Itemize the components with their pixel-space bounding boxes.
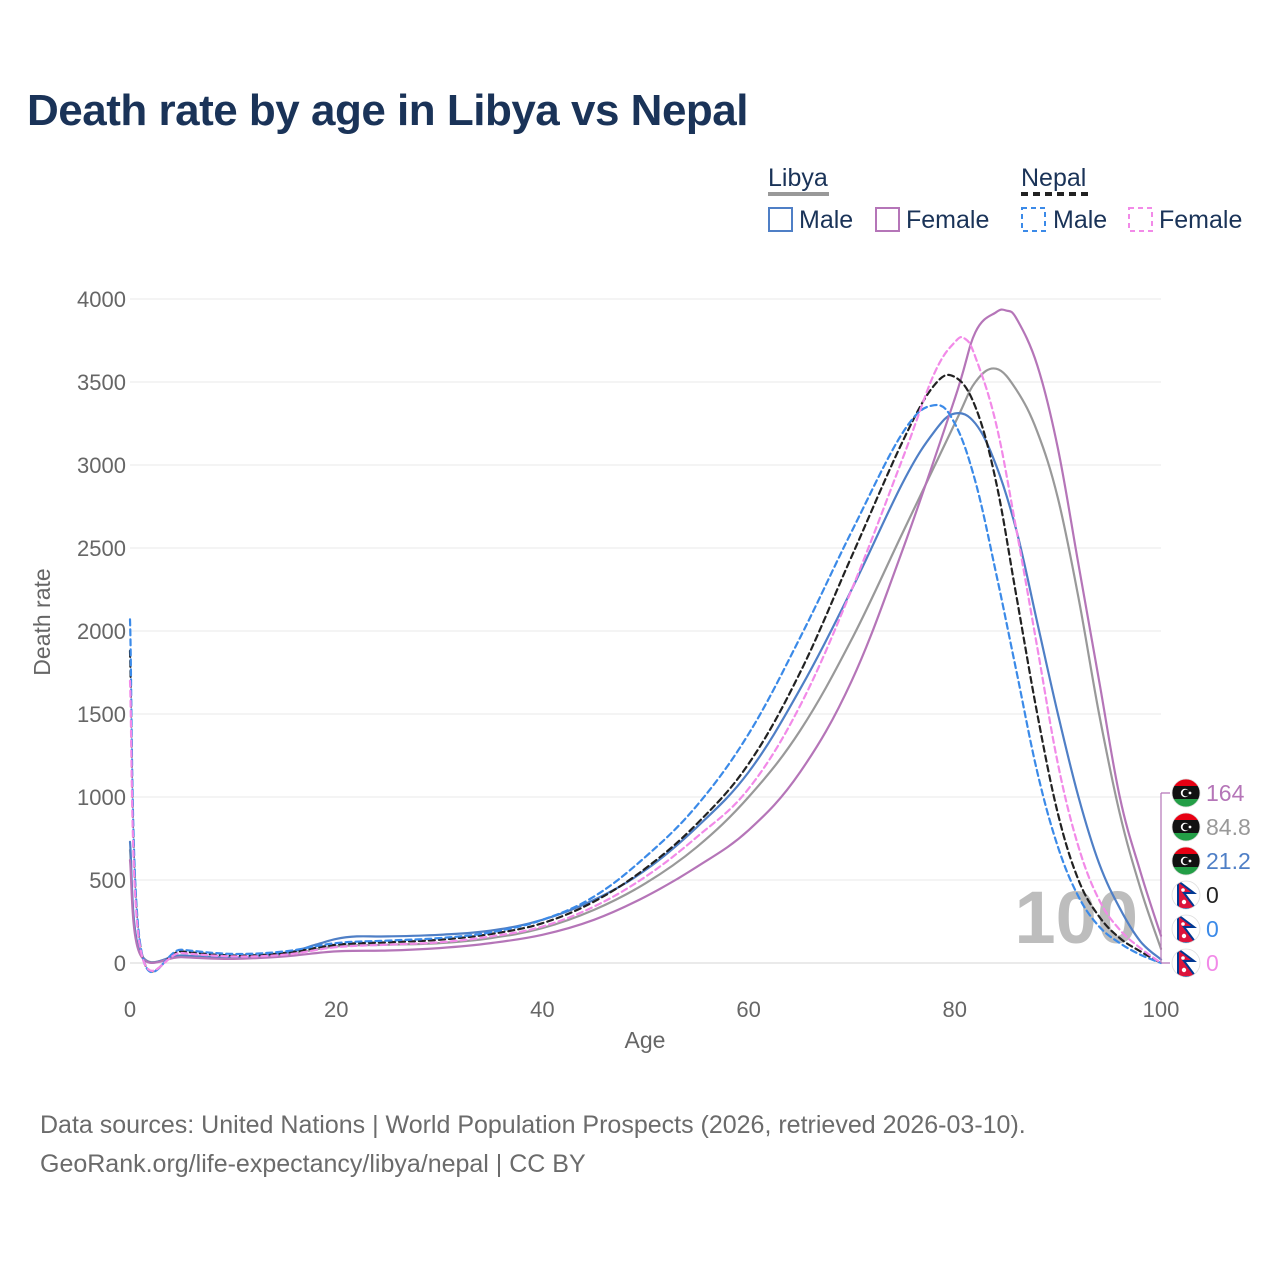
libya-flag-icon: [1171, 812, 1201, 842]
y-axis-title: Death rate: [29, 568, 55, 675]
legend-group-libya[interactable]: Libya Male Female: [768, 164, 989, 234]
legend-libya-female-label: Female: [906, 206, 989, 234]
data-sources: Data sources: United Nations | World Pop…: [40, 1106, 1026, 1184]
nepal-flag-icon: [1171, 880, 1201, 910]
legend-nepal-title: Nepal: [1021, 164, 1086, 192]
end-value-label: 164: [1206, 780, 1245, 806]
legend-nepal-male-label: Male: [1053, 206, 1107, 234]
nepal-flag-icon: [1171, 914, 1201, 944]
series-line-libya-female[interactable]: [128, 308, 1163, 965]
legend-nepal-female-swatch[interactable]: [1128, 207, 1153, 232]
series-line-nepal-total[interactable]: [128, 373, 1163, 973]
series-lines: [128, 308, 1163, 974]
y-tick-label: 500: [89, 868, 126, 893]
legend-nepal-female-label: Female: [1159, 206, 1242, 234]
libya-flag-icon: [1171, 846, 1201, 876]
series-line-libya-male[interactable]: [128, 412, 1163, 964]
end-value-label: 0: [1206, 950, 1219, 976]
x-tick-label: 100: [1143, 997, 1180, 1022]
x-tick-label: 60: [736, 997, 760, 1022]
y-tick-label: 3500: [77, 370, 126, 395]
legend-nepal-male-swatch[interactable]: [1021, 207, 1046, 232]
series-line-nepal-female[interactable]: [128, 335, 1163, 972]
x-tick-label: 0: [124, 997, 136, 1022]
libya-flag-icon: [1171, 778, 1201, 808]
end-value-label: 21.2: [1206, 848, 1251, 874]
x-axis-ticks: 0 20 40 60 80 100: [124, 997, 1179, 1022]
series-line-libya-total[interactable]: [128, 367, 1163, 964]
y-tick-label: 0: [114, 951, 126, 976]
y-tick-label: 1000: [77, 785, 126, 810]
legend-libya-female-swatch[interactable]: [875, 207, 900, 232]
y-tick-label: 3000: [77, 453, 126, 478]
chart-title: Death rate by age in Libya vs Nepal: [27, 86, 748, 135]
legend-libya-male-label: Male: [799, 206, 853, 234]
grid-lines: [130, 298, 1161, 964]
series-line-nepal-male[interactable]: [128, 403, 1163, 974]
end-label-connector: [1160, 792, 1170, 964]
end-value-label: 84.8: [1206, 814, 1251, 840]
year-watermark: 100: [1015, 876, 1138, 959]
sources-line-1: Data sources: United Nations | World Pop…: [40, 1111, 1026, 1139]
legend-group-nepal[interactable]: Nepal Male Female: [1021, 164, 1242, 234]
x-axis-title: Age: [625, 1027, 666, 1053]
y-tick-label: 1500: [77, 702, 126, 727]
sources-line-2[interactable]: GeoRank.org/life-expectancy/libya/nepal …: [40, 1150, 586, 1178]
y-tick-label: 2500: [77, 536, 126, 561]
y-tick-label: 4000: [77, 287, 126, 312]
end-value-labels: 164 84.8 21.2 0 0 0: [1160, 778, 1251, 978]
end-value-label: 0: [1206, 882, 1219, 908]
legend[interactable]: Libya Male Female Nepal Male Female: [768, 164, 1242, 234]
legend-libya-title: Libya: [768, 164, 828, 192]
x-tick-label: 40: [530, 997, 554, 1022]
x-tick-label: 20: [324, 997, 348, 1022]
x-tick-label: 80: [943, 997, 967, 1022]
legend-libya-male-swatch[interactable]: [768, 207, 793, 232]
y-axis-ticks: 0 500 1000 1500 2000 2500 3000 3500 4000: [77, 287, 126, 976]
y-tick-label: 2000: [77, 619, 126, 644]
nepal-flag-icon: [1171, 948, 1201, 978]
end-value-label: 0: [1206, 916, 1219, 942]
